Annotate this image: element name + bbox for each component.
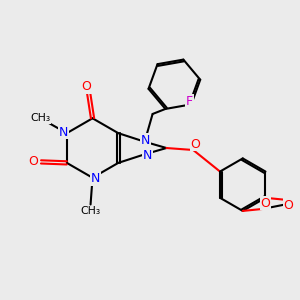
Text: N: N <box>91 172 100 185</box>
Text: N: N <box>143 149 152 162</box>
Text: N: N <box>59 126 68 139</box>
Text: O: O <box>190 138 200 151</box>
Text: O: O <box>283 199 293 212</box>
Text: O: O <box>28 155 38 168</box>
Text: O: O <box>82 80 92 93</box>
Text: CH₃: CH₃ <box>80 206 100 216</box>
Text: N: N <box>141 134 150 147</box>
Text: F: F <box>186 95 193 108</box>
Text: CH₃: CH₃ <box>30 113 50 123</box>
Text: O: O <box>261 196 271 209</box>
